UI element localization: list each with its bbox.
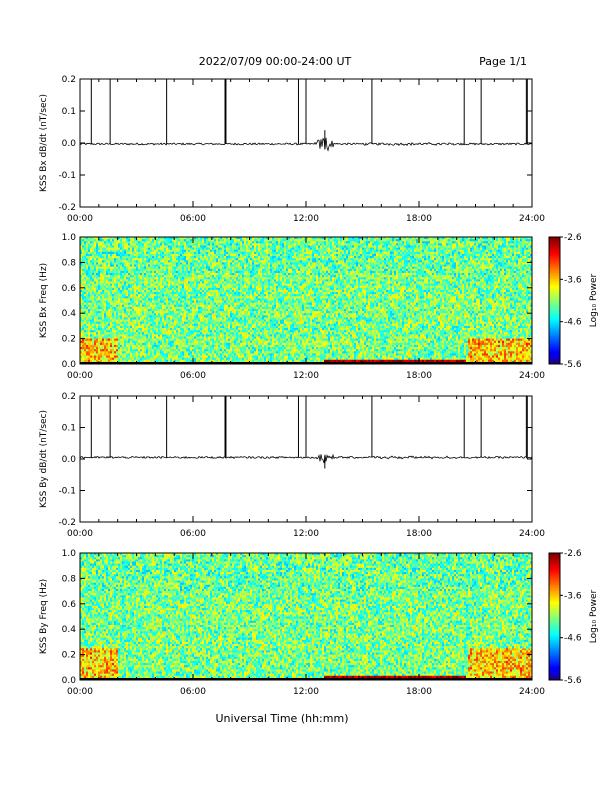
x-tick-label-1-2: 12:00 — [293, 371, 319, 381]
y-tick-label-3-3: 0.4 — [62, 625, 77, 635]
x-tick-label-2-3: 18:00 — [406, 529, 432, 539]
panel-2: -2.6 -3.6 -4.6 -5.6 Log₁₀ Power — [80, 233, 599, 370]
x-tick-label-1-0: 00:00 — [67, 371, 93, 381]
panel-1 — [80, 79, 532, 207]
x-tick-label-0-1: 06:00 — [180, 214, 206, 224]
colorbar-3: -2.6 -3.6 -4.6 -5.6 Log₁₀ Power — [549, 549, 599, 686]
x-tick-label-1-4: 24:00 — [519, 371, 545, 381]
x-tick-label-2-4: 24:00 — [519, 529, 545, 539]
y-tick-label-0-1: 0.1 — [62, 107, 76, 117]
colorbar-tick-1-1: -3.6 — [564, 275, 582, 285]
y-tick-label-0-3: -0.1 — [58, 171, 76, 181]
y-tick-label-1-3: 0.4 — [62, 309, 77, 319]
y-axis-label-0: KSS Bx dB/dt (nT/sec) — [39, 94, 49, 192]
y-axis-label-3: KSS By Freq (Hz) — [39, 579, 49, 654]
panels: 0.2 0.1 0.0 -0.1 -0.2 KSS Bx dB/dt (nT/sec) 00… — [39, 75, 599, 697]
y-tick-label-3-0: 1.0 — [62, 549, 77, 559]
y-tick-label-1-4: 0.2 — [62, 335, 76, 345]
y-tick-label-3-1: 0.8 — [62, 574, 77, 584]
y-tick-label-2-2: 0.0 — [62, 455, 77, 465]
x-tick-label-0-2: 12:00 — [293, 214, 319, 224]
colorbar-label-1: Log₁₀ Power — [589, 274, 599, 328]
y-tick-label-2-0: 0.2 — [62, 392, 76, 402]
y-axis-label-1: KSS Bx Freq (Hz) — [39, 263, 49, 338]
x-tick-label-0-3: 18:00 — [406, 214, 432, 224]
y-tick-label-3-2: 0.6 — [62, 600, 77, 610]
colorbar-tick-1-3: -5.6 — [564, 360, 582, 370]
y-tick-label-2-1: 0.1 — [62, 424, 76, 434]
x-tick-label-3-0: 00:00 — [67, 687, 93, 697]
y-tick-label-0-4: -0.2 — [58, 203, 76, 213]
x-axis-label: Universal Time (hh:mm) — [216, 712, 349, 725]
colorbar-tick-3-2: -4.6 — [564, 634, 582, 644]
x-tick-label-3-2: 12:00 — [293, 687, 319, 697]
y-tick-label-1-0: 1.0 — [62, 233, 77, 243]
panel-4: -2.6 -3.6 -4.6 -5.6 Log₁₀ Power — [80, 549, 599, 686]
colorbar-1: -2.6 -3.6 -4.6 -5.6 Log₁₀ Power — [549, 233, 599, 370]
panel-3 — [80, 396, 532, 522]
x-tick-label-0-0: 00:00 — [67, 214, 93, 224]
y-tick-label-3-5: 0.0 — [62, 676, 77, 686]
x-tick-label-1-1: 06:00 — [180, 371, 206, 381]
x-tick-label-2-2: 12:00 — [293, 529, 319, 539]
spectrogram-cells — [80, 237, 532, 364]
colorbar-tick-3-0: -2.6 — [564, 549, 582, 559]
colorbar-tick-1-2: -4.6 — [564, 318, 582, 328]
y-tick-label-1-2: 0.6 — [62, 284, 77, 294]
y-tick-label-0-0: 0.2 — [62, 75, 76, 85]
x-tick-label-2-1: 06:00 — [180, 529, 206, 539]
y-tick-label-0-2: 0.0 — [62, 139, 77, 149]
x-tick-label-3-3: 18:00 — [406, 687, 432, 697]
y-tick-label-3-4: 0.2 — [62, 651, 76, 661]
colorbar-tick-3-3: -5.6 — [564, 676, 582, 686]
colorbar-label-3: Log₁₀ Power — [589, 590, 599, 644]
y-tick-label-1-1: 0.8 — [62, 258, 77, 268]
y-tick-label-1-5: 0.0 — [62, 360, 77, 370]
y-tick-label-2-3: -0.1 — [58, 487, 76, 497]
y-tick-label-2-4: -0.2 — [58, 518, 76, 528]
colorbar-tick-1-0: -2.6 — [564, 233, 582, 243]
y-axis-label-2: KSS By dB/dt (nT/sec) — [39, 410, 49, 508]
x-tick-label-0-4: 24:00 — [519, 214, 545, 224]
figure-title: 2022/07/09 00:00-24:00 UT — [199, 55, 352, 68]
colorbar-tick-3-1: -3.6 — [564, 591, 582, 601]
x-tick-label-2-0: 00:00 — [67, 529, 93, 539]
spectrogram-cells — [80, 553, 532, 680]
x-tick-label-3-1: 06:00 — [180, 687, 206, 697]
page-indicator: Page 1/1 — [479, 55, 527, 68]
x-tick-label-1-3: 18:00 — [406, 371, 432, 381]
x-tick-label-3-4: 24:00 — [519, 687, 545, 697]
